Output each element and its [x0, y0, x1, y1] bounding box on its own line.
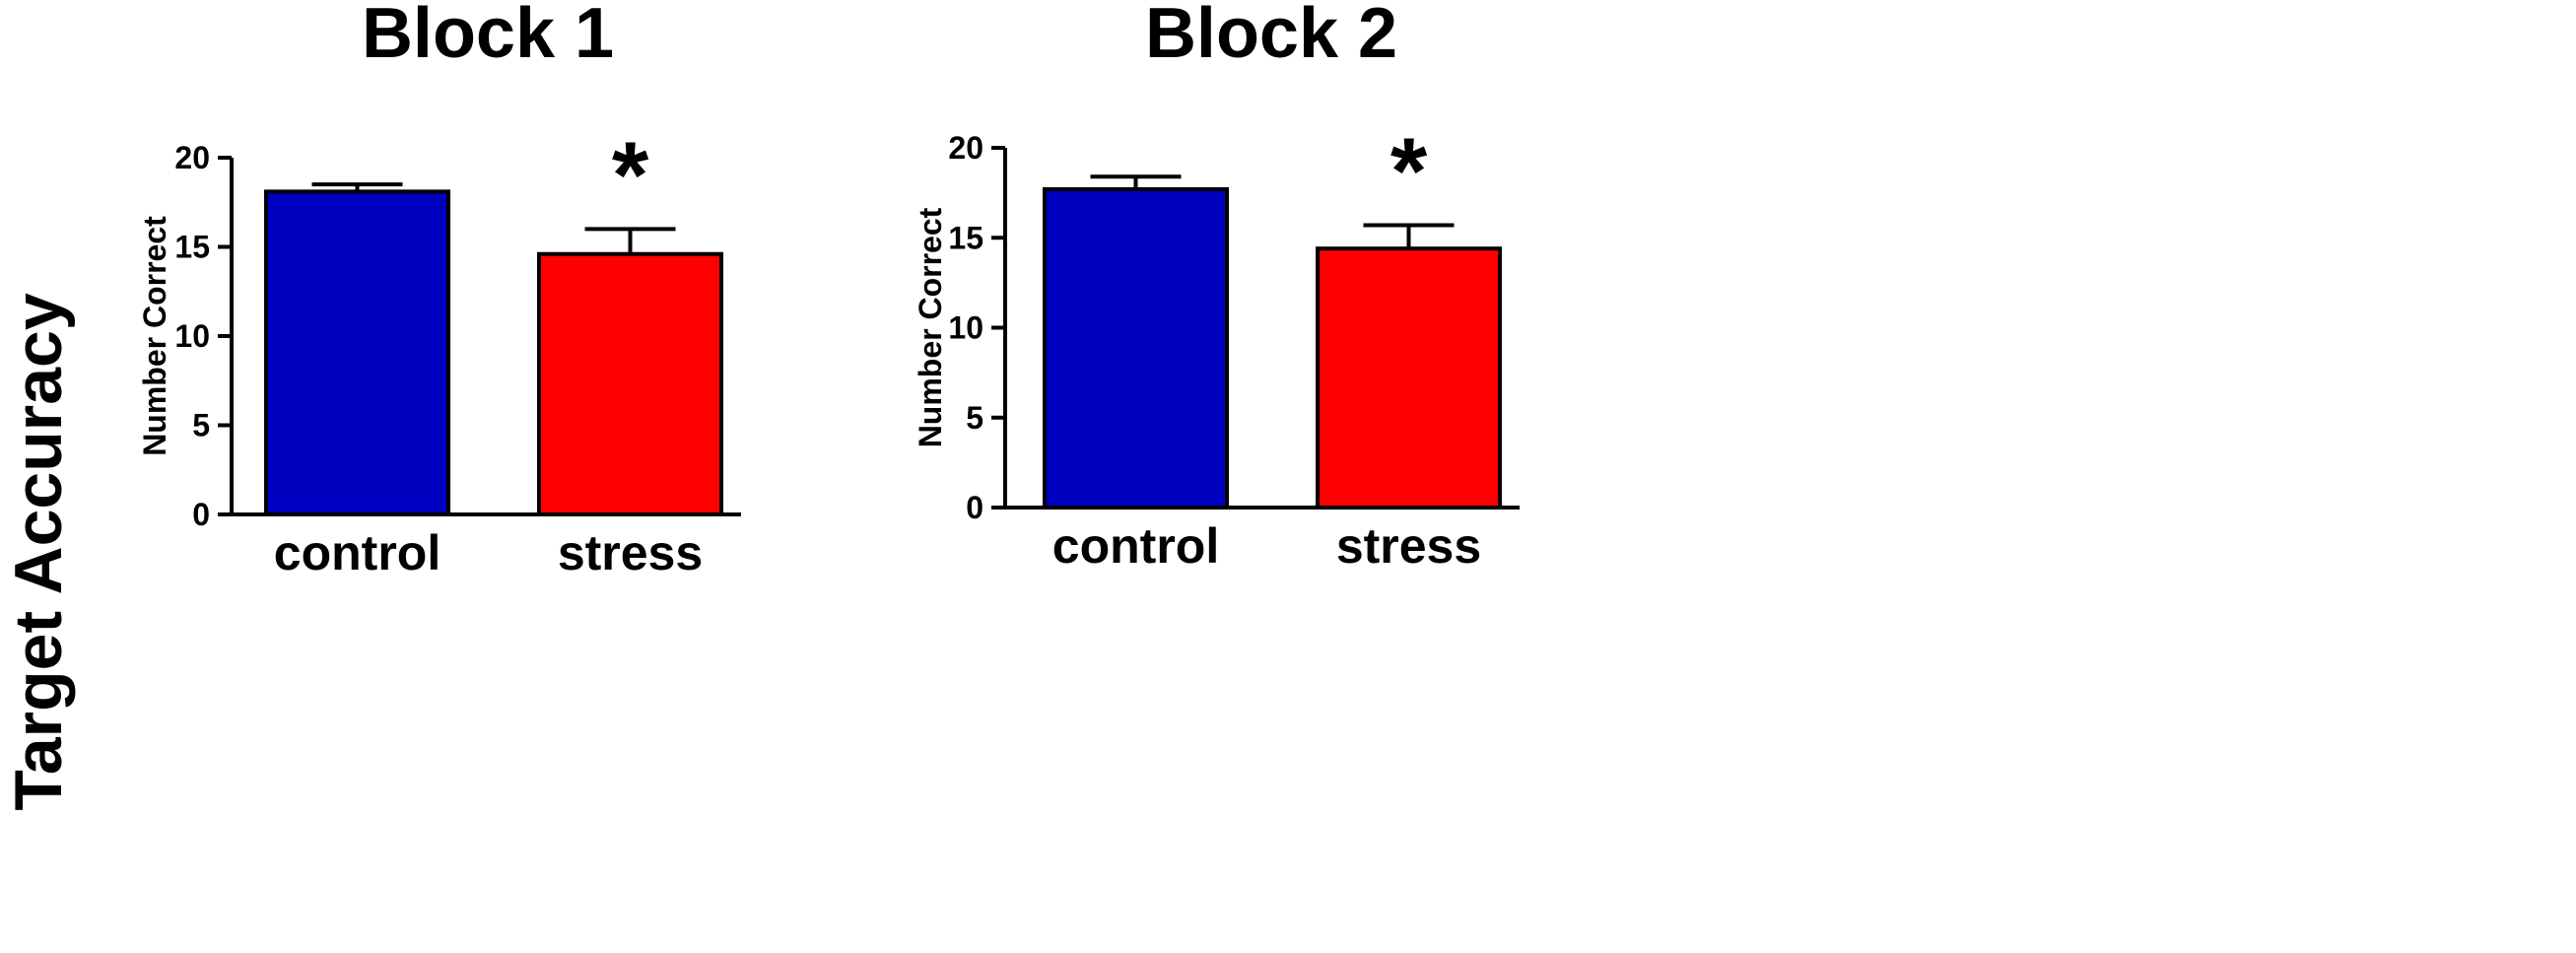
- y-axis-label: Number Correct: [913, 207, 948, 447]
- y-axis-label: Number Correct: [137, 216, 172, 456]
- y-tick-label: 0: [192, 497, 210, 532]
- chart-panel-2: Block 2 Number Correct control stress * 0 5 10 1…: [913, 0, 1520, 574]
- charts: Block 1 Number Correct control stress * 0 5 10 1…: [137, 0, 1520, 580]
- y-tick-label: 10: [174, 318, 210, 354]
- y-tick-label: 10: [948, 310, 983, 346]
- bar-control: [1043, 186, 1229, 510]
- row-label: Target Accuracy: [1, 293, 76, 811]
- y-tick-label: 20: [174, 140, 210, 175]
- y-tick-label: 0: [966, 490, 983, 525]
- significance-marker: *: [1390, 118, 1428, 224]
- chart-title: Block 2: [1145, 0, 1397, 73]
- category-label-control: control: [274, 525, 441, 580]
- y-tick-label: 5: [192, 408, 210, 443]
- chart-title: Block 1: [362, 0, 614, 73]
- y-tick-label: 15: [174, 230, 210, 265]
- significance-marker: *: [612, 122, 649, 228]
- y-tick-label: 15: [948, 220, 983, 255]
- category-label-stress: stress: [558, 525, 703, 580]
- bar-stress: [1316, 246, 1502, 510]
- y-tick-label: 20: [948, 130, 983, 166]
- category-label-control: control: [1052, 518, 1219, 574]
- bar-control: [264, 189, 450, 516]
- category-label-stress: stress: [1336, 518, 1481, 574]
- bar-stress: [537, 251, 723, 516]
- chart-panel-1: Block 1 Number Correct control stress * 0 5 10 1…: [137, 0, 741, 580]
- y-tick-label: 5: [966, 400, 983, 436]
